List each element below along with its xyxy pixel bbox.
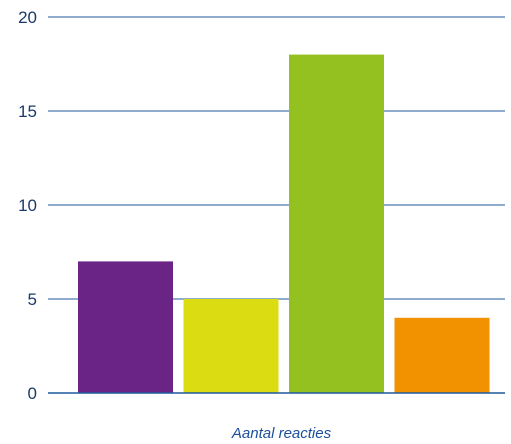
y-tick-label-20: 20 <box>18 8 37 27</box>
bar-4 <box>394 317 490 393</box>
y-tick-label-0: 0 <box>28 384 37 403</box>
grid-lines <box>48 16 505 300</box>
bar-3 <box>289 54 384 393</box>
x-axis-label: Aantal reacties <box>231 425 332 442</box>
bar-1 <box>78 261 173 393</box>
y-axis-ticks: 0 5 10 15 20 <box>18 8 37 403</box>
y-tick-label-15: 15 <box>18 102 37 121</box>
bars <box>78 54 490 393</box>
y-tick-label-5: 5 <box>28 290 37 309</box>
bar-2 <box>183 299 279 393</box>
y-tick-label-10: 10 <box>18 196 37 215</box>
